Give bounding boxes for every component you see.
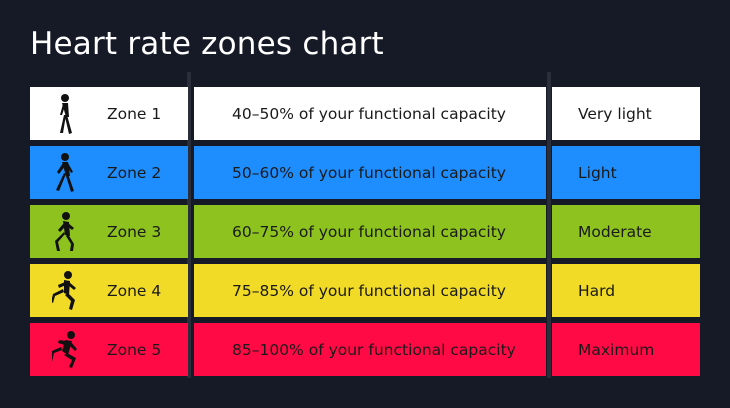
intensity-cell: Maximum: [552, 323, 700, 376]
walking-icon: [52, 93, 78, 135]
range-cell: 85–100% of your functional capacity: [194, 323, 546, 376]
zone-cell: Zone 2: [30, 146, 188, 199]
range-cell: 75–85% of your functional capacity: [194, 264, 546, 317]
zone-row: Zone 3 60–75% of your functional capacity…: [30, 205, 700, 258]
zone-cell: Zone 5: [30, 323, 188, 376]
zone-label: Zone 4: [107, 281, 162, 300]
zone-cell: Zone 3: [30, 205, 188, 258]
zone-label: Zone 3: [107, 222, 162, 241]
running-icon: [52, 270, 78, 312]
range-cell: 60–75% of your functional capacity: [194, 205, 546, 258]
zone-cell: Zone 4: [30, 264, 188, 317]
jogging-icon: [52, 211, 78, 253]
zone-label: Zone 2: [107, 163, 162, 182]
page-title: Heart rate zones chart: [30, 26, 384, 62]
range-cell: 40–50% of your functional capacity: [194, 87, 546, 140]
column-divider: [187, 72, 191, 378]
intensity-cell: Hard: [552, 264, 700, 317]
zone-row: Zone 1 40–50% of your functional capacity…: [30, 87, 700, 140]
intensity-cell: Moderate: [552, 205, 700, 258]
zone-row: Zone 5 85–100% of your functional capacit…: [30, 323, 700, 376]
zone-label: Zone 5: [107, 340, 162, 359]
sprinting-icon: [52, 329, 78, 371]
zone-cell: Zone 1: [30, 87, 188, 140]
range-cell: 50–60% of your functional capacity: [194, 146, 546, 199]
brisk-walking-icon: [52, 152, 78, 194]
zone-row: Zone 2 50–60% of your functional capacity…: [30, 146, 700, 199]
zones-table: Zone 1 40–50% of your functional capacity…: [30, 87, 700, 382]
intensity-cell: Light: [552, 146, 700, 199]
zone-label: Zone 1: [107, 104, 162, 123]
zone-row: Zone 4 75–85% of your functional capacity…: [30, 264, 700, 317]
column-divider: [547, 72, 551, 378]
intensity-cell: Very light: [552, 87, 700, 140]
